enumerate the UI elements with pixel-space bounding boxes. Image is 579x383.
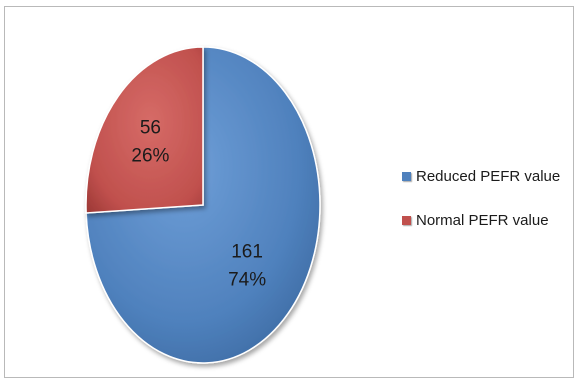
- legend-item-reduced: Reduced PEFR value: [402, 165, 572, 187]
- slice-label-reduced: 161 74%: [228, 242, 266, 291]
- legend-item-normal: Normal PEFR value: [402, 209, 572, 231]
- legend: Reduced PEFR value Normal PEFR value: [402, 165, 572, 253]
- legend-swatch-reduced: [402, 171, 411, 181]
- slice-percent-label: 74%: [228, 270, 266, 291]
- pie-slice-normal: [85, 46, 204, 214]
- legend-swatch-normal: [402, 215, 411, 225]
- slice-percent-label: 26%: [131, 146, 169, 167]
- slice-value-label: 56: [140, 118, 161, 139]
- legend-label-reduced: Reduced PEFR value: [416, 167, 561, 185]
- legend-label-normal: Normal PEFR value: [416, 211, 549, 229]
- slice-value-label: 161: [231, 242, 263, 263]
- slice-label-normal: 56 26%: [131, 118, 169, 167]
